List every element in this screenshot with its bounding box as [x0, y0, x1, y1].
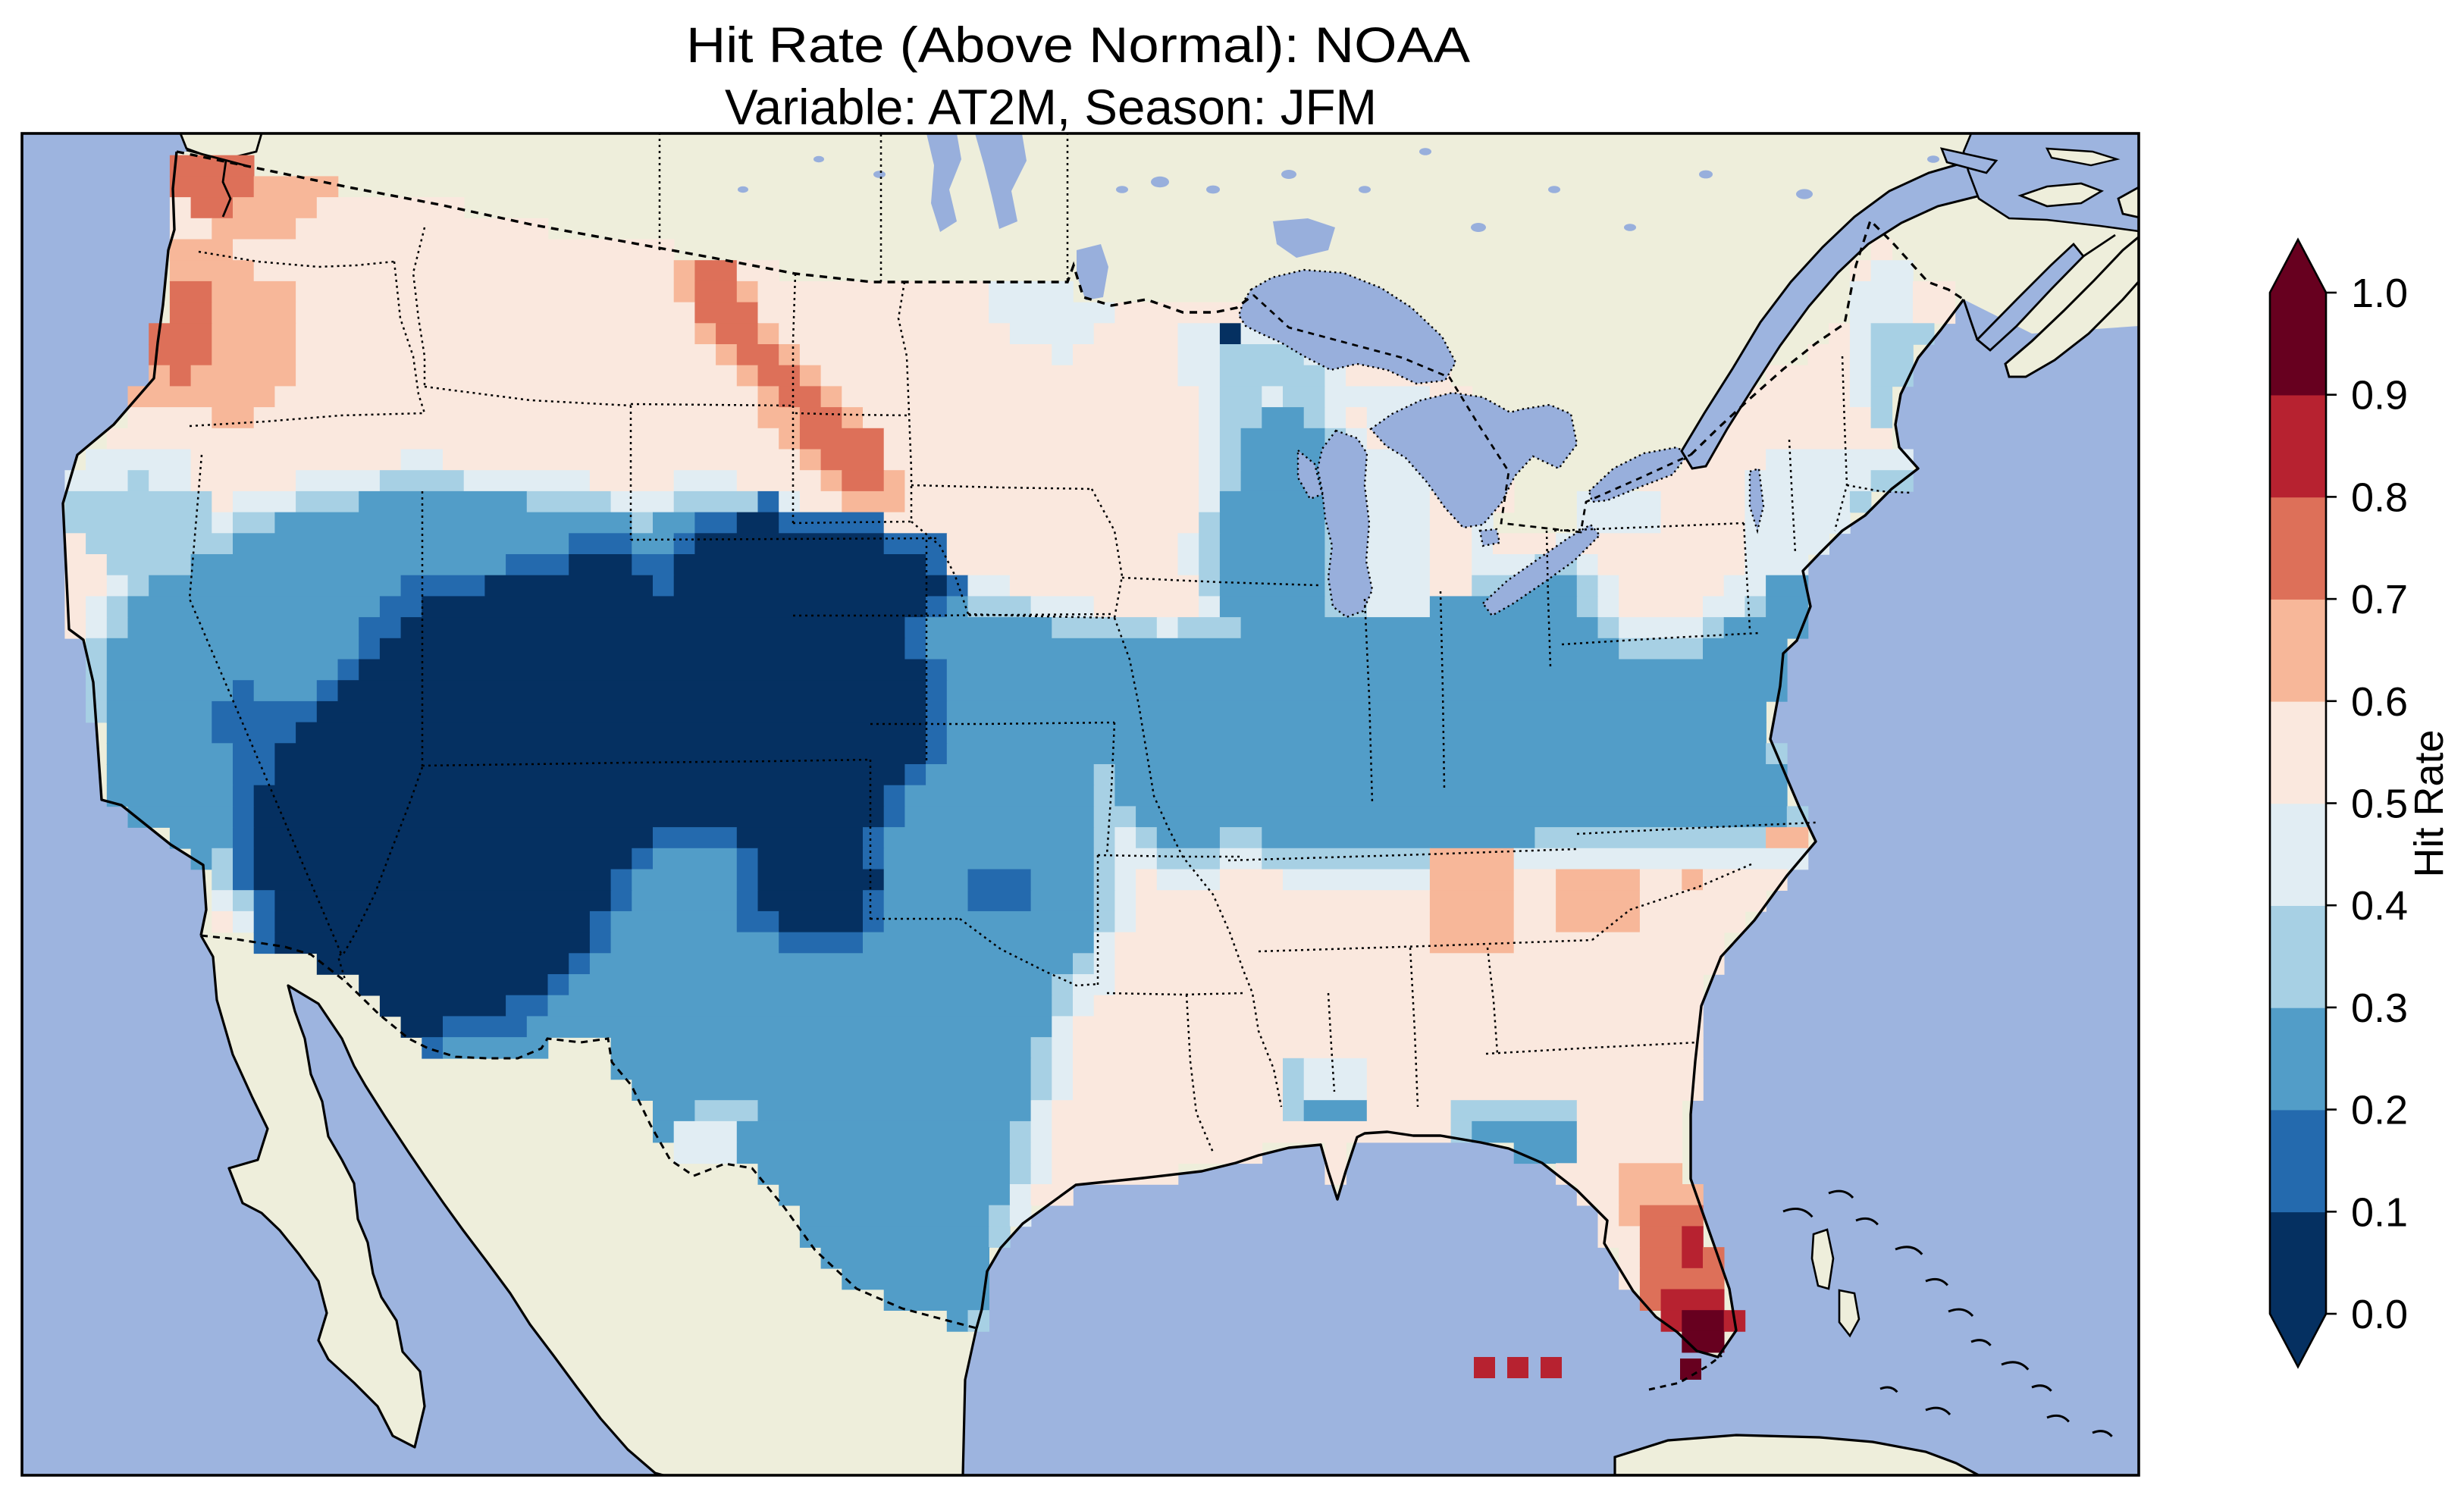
svg-text:0.4: 0.4 [2351, 883, 2408, 929]
svg-text:0.0: 0.0 [2351, 1292, 2408, 1337]
svg-text:0.7: 0.7 [2351, 577, 2408, 622]
svg-text:Hit Rate (Above Normal): NOAA: Hit Rate (Above Normal): NOAA [686, 17, 1470, 73]
svg-text:Variable: AT2M, Season: JFM: Variable: AT2M, Season: JFM [725, 79, 1377, 135]
svg-text:0.6: 0.6 [2351, 679, 2408, 725]
svg-text:0.3: 0.3 [2351, 986, 2408, 1031]
svg-text:0.2: 0.2 [2351, 1088, 2408, 1133]
svg-text:0.9: 0.9 [2351, 373, 2408, 418]
svg-text:Hit Rate: Hit Rate [2406, 729, 2452, 877]
svg-text:0.1: 0.1 [2351, 1189, 2408, 1235]
svg-text:0.8: 0.8 [2351, 475, 2408, 520]
svg-text:0.5: 0.5 [2351, 782, 2408, 827]
svg-text:1.0: 1.0 [2351, 271, 2408, 316]
